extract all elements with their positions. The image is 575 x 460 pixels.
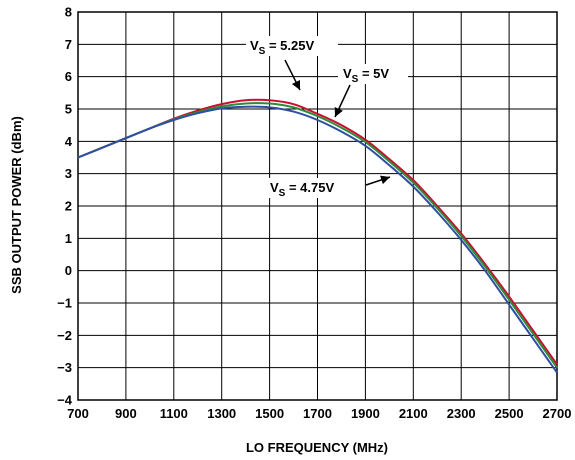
annotation-subscript: S bbox=[279, 188, 286, 199]
series-group bbox=[77, 98, 558, 374]
series-annotation-2: VS = 5V bbox=[343, 66, 389, 85]
grid bbox=[77, 11, 558, 401]
x-tick-label: 1900 bbox=[351, 406, 380, 421]
y-axis-label: SSB OUTPUT POWER (dBm) bbox=[9, 116, 24, 294]
y-tick-label: 3 bbox=[65, 166, 72, 181]
x-tick-label: 2300 bbox=[447, 406, 476, 421]
x-tick-label: 900 bbox=[115, 406, 137, 421]
annotation-arrow-head bbox=[380, 175, 390, 185]
x-tick-label: 2100 bbox=[399, 406, 428, 421]
annotation-subscript: S bbox=[352, 74, 359, 85]
y-tick-label: 4 bbox=[65, 134, 73, 149]
x-tick-label: 1100 bbox=[160, 406, 188, 421]
y-tick-label: −1 bbox=[57, 296, 72, 311]
annotation-value: = 5V bbox=[358, 66, 389, 81]
y-tick-label: −4 bbox=[57, 393, 73, 408]
series-line-3 bbox=[77, 105, 558, 374]
x-tick-label: 1500 bbox=[255, 406, 284, 421]
annotation-value: = 5.25V bbox=[265, 38, 314, 53]
y-tick-label: −3 bbox=[57, 360, 72, 375]
annotation-arrow-head bbox=[334, 106, 343, 117]
annotation-value: = 4.75V bbox=[285, 180, 334, 195]
series-annotation-3: VS = 4.75V bbox=[270, 180, 334, 199]
series-annotation-1: VS = 5.25V bbox=[250, 38, 314, 57]
y-tick-label: 2 bbox=[65, 199, 72, 214]
annotation-background bbox=[265, 178, 361, 198]
y-tick-label: 0 bbox=[65, 263, 72, 278]
x-tick-label: 2700 bbox=[543, 406, 572, 421]
annotation-main: V bbox=[343, 66, 352, 81]
y-tick-label: 7 bbox=[65, 37, 72, 52]
x-tick-label: 1700 bbox=[303, 406, 332, 421]
y-tick-label: 5 bbox=[65, 102, 72, 117]
y-tick-label: 1 bbox=[65, 231, 72, 246]
x-axis-label: LO FREQUENCY (MHz) bbox=[246, 440, 388, 455]
x-tick-label: 700 bbox=[67, 406, 89, 421]
annotation-background bbox=[338, 64, 408, 84]
tick-labels: 700 900 1100 1300 1500 1700 1900 2100 2300 2500 27… bbox=[57, 5, 571, 422]
annotation-subscript: S bbox=[259, 46, 266, 57]
annotation-background bbox=[246, 36, 338, 56]
annotation-arrow-head bbox=[291, 79, 300, 90]
x-tick-label: 1300 bbox=[207, 406, 236, 421]
annotation-main: V bbox=[250, 38, 259, 53]
annotation-main: V bbox=[270, 180, 279, 195]
x-tick-label: 2500 bbox=[495, 406, 524, 421]
y-tick-label: 8 bbox=[65, 5, 72, 20]
plot-frame bbox=[77, 11, 558, 401]
y-tick-label: −2 bbox=[57, 328, 72, 343]
y-tick-label: 6 bbox=[65, 69, 72, 84]
